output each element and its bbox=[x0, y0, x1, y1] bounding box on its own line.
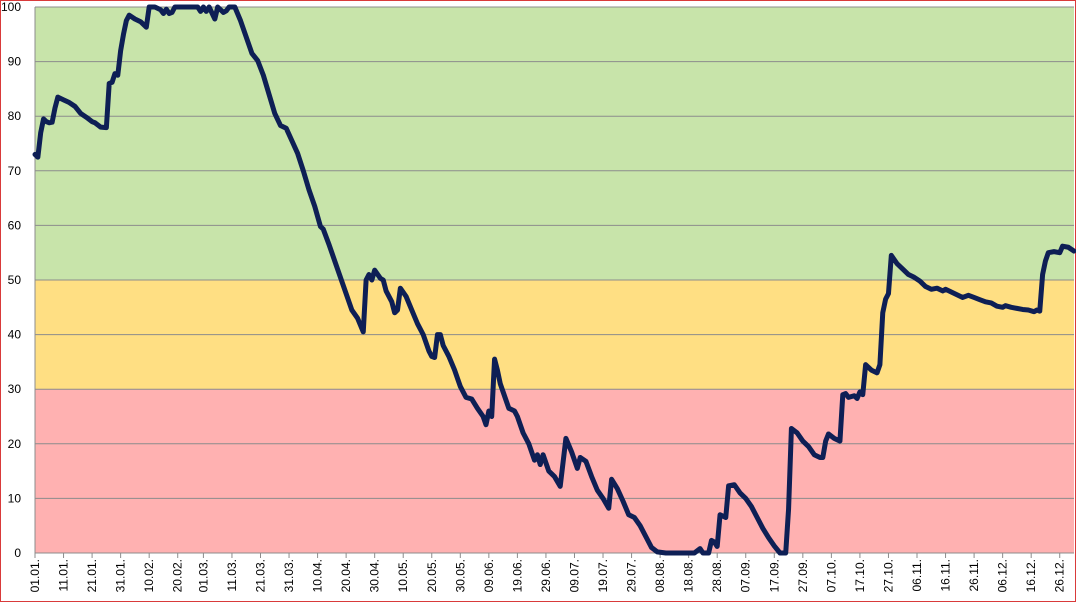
y-tick-label: 100 bbox=[1, 0, 21, 14]
x-tick-label: 30.05. bbox=[453, 559, 467, 592]
y-axis-tick-labels: 0 10 20 30 40 50 60 70 80 90 100 bbox=[1, 0, 21, 560]
x-tick-label: 30.04. bbox=[368, 559, 382, 592]
x-tick-label: 31.01. bbox=[114, 559, 128, 592]
x-tick-label: 06.12. bbox=[996, 559, 1010, 592]
x-tick-label: 07.09. bbox=[739, 559, 753, 592]
horizontal-gridlines bbox=[34, 6, 1074, 554]
x-tick-label: 27.09. bbox=[796, 559, 810, 592]
y-tick-label: 30 bbox=[8, 382, 22, 396]
y-tick-label: 60 bbox=[8, 218, 22, 232]
y-tick-label: 40 bbox=[8, 328, 22, 342]
x-tick-label: 09.07. bbox=[567, 559, 581, 592]
x-tick-label: 09.06. bbox=[482, 559, 496, 592]
x-tick-label: 20.02. bbox=[171, 559, 185, 592]
x-tick-label: 20.05. bbox=[425, 559, 439, 592]
x-tick-label: 01.03. bbox=[196, 559, 210, 592]
x-tick-label: 11.03. bbox=[225, 559, 239, 591]
y-tick-label: 50 bbox=[8, 273, 22, 287]
x-tick-label: 29.06. bbox=[539, 559, 553, 592]
x-tick-label: 10.02. bbox=[142, 559, 156, 592]
x-tick-label: 19.07. bbox=[596, 559, 610, 592]
x-tick-label: 01.01. bbox=[28, 559, 42, 592]
y-tick-label: 10 bbox=[8, 491, 22, 505]
x-tick-label: 10.04. bbox=[311, 559, 325, 592]
x-tick-label: 11.01. bbox=[57, 559, 71, 591]
x-tick-label: 17.10. bbox=[853, 559, 867, 592]
x-tick-label: 18.08. bbox=[682, 559, 696, 592]
x-tick-label: 27.10. bbox=[881, 559, 895, 592]
y-tick-label: 90 bbox=[8, 55, 22, 69]
x-tick-label: 16.11. bbox=[939, 559, 953, 591]
band-0-30 bbox=[35, 389, 1074, 553]
x-tick-label: 28.08. bbox=[710, 559, 724, 592]
x-tick-label: 10.05. bbox=[396, 559, 410, 592]
x-tick-label: 21.01. bbox=[85, 559, 99, 592]
x-tick-label: 21.03. bbox=[253, 559, 267, 592]
x-tick-label: 31.03. bbox=[282, 559, 296, 592]
y-tick-label: 20 bbox=[8, 437, 22, 451]
x-tick-label: 20.04. bbox=[339, 559, 353, 592]
x-tick-label: 16.12. bbox=[1024, 559, 1038, 592]
x-axis-tick-labels: 01.01. 11.01. 21.01. 31.01. 10.02. 20.02. 01.0… bbox=[28, 553, 1067, 592]
series-layer bbox=[32, 4, 1076, 556]
threshold-bands bbox=[35, 7, 1074, 553]
x-tick-label: 19.06. bbox=[510, 559, 524, 592]
y-tick-label: 0 bbox=[14, 546, 21, 560]
band-50-100 bbox=[35, 7, 1074, 280]
x-tick-label: 08.08. bbox=[653, 559, 667, 592]
x-tick-label: 26.11. bbox=[967, 559, 981, 591]
x-tick-label: 06.11. bbox=[910, 559, 924, 591]
y-tick-label: 70 bbox=[8, 164, 22, 178]
x-tick-label: 07.10. bbox=[824, 559, 838, 592]
series-line bbox=[32, 4, 1076, 556]
x-tick-label: 29.07. bbox=[625, 559, 639, 592]
x-tick-label: 17.09. bbox=[767, 559, 781, 592]
y-tick-label: 80 bbox=[8, 109, 22, 123]
x-tick-label: 26.12. bbox=[1053, 559, 1067, 592]
